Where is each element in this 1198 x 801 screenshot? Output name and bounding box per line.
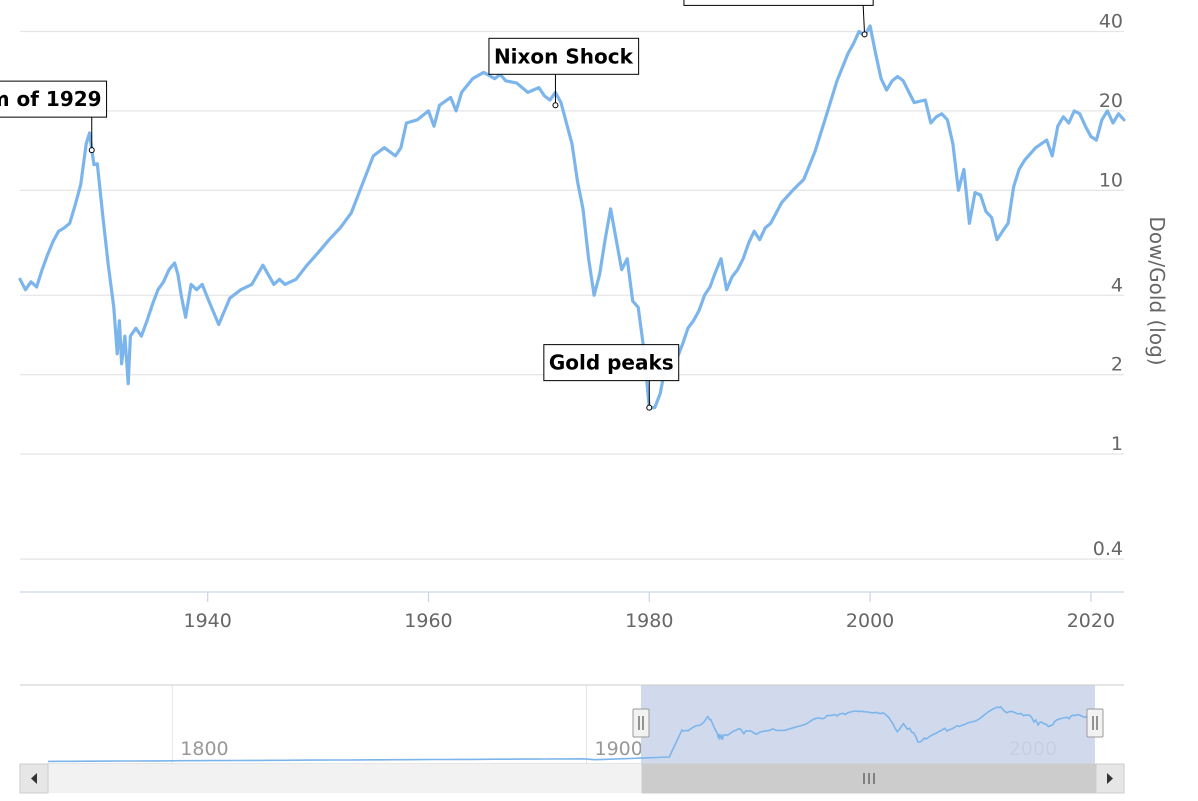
annotation-label: Nixon Shock <box>494 44 634 68</box>
annotation: Nixon Shock <box>488 37 640 109</box>
annotation-point <box>552 102 559 109</box>
annotation-connector <box>862 5 866 35</box>
annotation-label: Boom of 1929 <box>0 87 102 111</box>
y-tick-label: 0.4 <box>1093 538 1123 560</box>
series-layer <box>18 24 1126 410</box>
y-tick-label: 10 <box>1099 169 1123 191</box>
y-tick-label: 40 <box>1099 10 1123 32</box>
y-tick-label: 2 <box>1111 354 1123 376</box>
navigator-selection-mask[interactable] <box>641 685 1095 764</box>
annotation-point <box>861 31 868 38</box>
annotation-box <box>0 80 108 118</box>
x-tick-label: 1940 <box>184 610 232 632</box>
series-line[interactable] <box>18 24 1126 410</box>
annotation-box <box>683 0 874 6</box>
axis-layer: 0.4 1 2 4 10 20 40 1940 1960 1980 2000 2020 <box>20 10 1124 632</box>
scrollbar-right-button[interactable] <box>1095 763 1125 794</box>
annotation: Dot-com bubble <box>683 0 874 38</box>
x-tick-label: 2000 <box>846 610 894 632</box>
annotation-box <box>488 37 640 75</box>
scrollbar-thumb[interactable] <box>641 763 1097 794</box>
annotation: Gold peaks <box>543 344 680 411</box>
y-tick-label: 4 <box>1111 274 1123 296</box>
scrollbar[interactable] <box>19 763 1125 794</box>
navigator-handle-left[interactable] <box>632 708 650 738</box>
x-tick-label: 1980 <box>625 610 673 632</box>
navigator-tick-label: 1800 <box>180 738 228 760</box>
navigator-tick-label: 1900 <box>594 738 642 760</box>
x-tick-label: 2020 <box>1067 610 1115 632</box>
navigator-series-line <box>47 705 1097 763</box>
annotation-layer: Boom of 1929 Nixon Shock Gold peaks Dot-com… <box>0 0 874 411</box>
y-tick-label: 1 <box>1111 433 1123 455</box>
y-tick-label: 20 <box>1099 90 1123 112</box>
annotation-label: Gold peaks <box>549 351 674 375</box>
grid-layer <box>20 30 1124 560</box>
y-axis-title: Dow/Gold (log) <box>1145 216 1169 365</box>
x-tick-label: 1960 <box>404 610 452 632</box>
annotation-box <box>543 344 680 382</box>
annotation-point <box>88 147 95 154</box>
navigator[interactable]: 180019002000 <box>20 684 1124 765</box>
annotation: Boom of 1929 <box>0 80 108 154</box>
scrollbar-left-button[interactable] <box>19 763 49 794</box>
navigator-handle-right[interactable] <box>1086 708 1104 738</box>
annotation-point <box>646 404 653 411</box>
